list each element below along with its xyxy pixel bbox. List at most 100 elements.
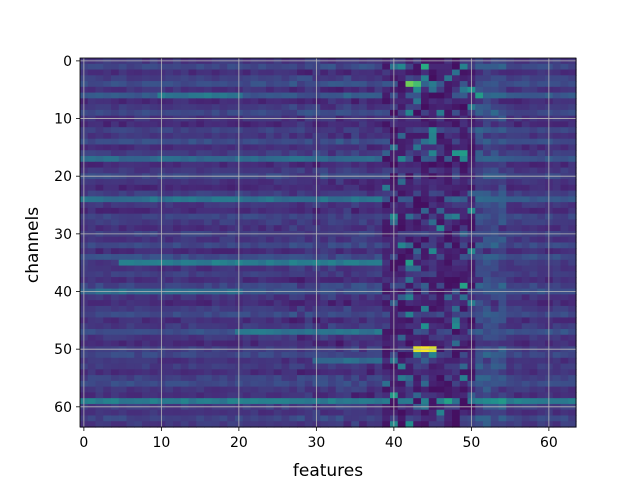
heatmap-cell xyxy=(552,340,562,347)
heatmap-cell xyxy=(111,415,120,422)
heatmap-cell xyxy=(103,81,112,88)
heatmap-cell xyxy=(320,254,329,261)
heatmap-cell xyxy=(475,294,484,301)
heatmap-cell xyxy=(444,156,453,163)
heatmap-cell xyxy=(521,144,531,151)
heatmap-cell xyxy=(134,196,143,203)
heatmap-cell xyxy=(382,398,391,405)
heatmap-cell xyxy=(87,311,97,319)
heatmap-cell xyxy=(537,259,546,267)
heatmap-cell xyxy=(258,236,267,244)
heatmap-cell xyxy=(188,340,197,347)
heatmap-cell xyxy=(514,179,523,186)
heatmap-cell xyxy=(273,92,283,99)
heatmap-cell xyxy=(529,98,538,105)
heatmap-cell xyxy=(258,63,267,71)
heatmap-cell xyxy=(483,352,492,359)
heatmap-cell xyxy=(250,421,259,428)
heatmap-cell xyxy=(490,207,500,215)
heatmap-cell xyxy=(304,207,314,215)
heatmap-cell xyxy=(382,190,391,197)
heatmap-cell xyxy=(552,305,562,313)
heatmap-cell xyxy=(560,328,569,336)
heatmap-cell xyxy=(188,242,197,249)
heatmap-cell xyxy=(421,409,430,417)
heatmap-cell xyxy=(498,81,507,88)
heatmap-cell xyxy=(142,138,151,146)
heatmap-cell xyxy=(436,98,445,105)
heatmap-cell xyxy=(95,202,104,209)
heatmap-cell xyxy=(165,109,174,117)
heatmap-cell xyxy=(304,161,314,169)
heatmap-cell xyxy=(95,104,104,111)
heatmap-cell xyxy=(242,121,252,128)
heatmap-cell xyxy=(227,311,236,319)
heatmap-cell xyxy=(343,138,352,146)
heatmap-cell xyxy=(359,386,368,394)
heatmap-cell xyxy=(483,121,492,128)
heatmap-cell xyxy=(111,340,120,347)
heatmap-cell xyxy=(273,328,283,336)
heatmap-cell xyxy=(351,323,360,330)
heatmap-cell xyxy=(514,225,523,232)
heatmap-cell xyxy=(250,409,259,417)
heatmap-cell xyxy=(444,305,453,313)
heatmap-cell xyxy=(483,398,492,405)
heatmap-cell xyxy=(111,81,120,88)
heatmap-cell xyxy=(397,392,407,399)
heatmap-cell xyxy=(227,156,236,163)
heatmap-cell xyxy=(142,271,151,278)
heatmap-cell xyxy=(242,421,252,428)
heatmap-cell xyxy=(413,300,422,307)
heatmap-cell xyxy=(405,265,414,272)
heatmap-cell xyxy=(149,207,159,215)
heatmap-cell xyxy=(134,334,143,342)
heatmap-cell xyxy=(149,380,159,388)
heatmap-cell xyxy=(444,196,453,203)
heatmap-cell xyxy=(537,409,546,417)
heatmap-cell xyxy=(297,248,306,255)
heatmap-cell xyxy=(149,150,159,157)
heatmap-cell xyxy=(568,190,577,197)
heatmap-cell xyxy=(475,242,484,249)
heatmap-cell xyxy=(95,277,104,284)
heatmap-cell xyxy=(490,236,500,244)
heatmap-cell xyxy=(328,357,337,365)
heatmap-cell xyxy=(188,156,197,163)
heatmap-cell xyxy=(514,328,523,336)
heatmap-cell xyxy=(242,92,252,99)
heatmap-cell xyxy=(359,352,368,359)
heatmap-cell xyxy=(126,421,135,428)
heatmap-cell xyxy=(343,121,352,128)
heatmap-cell xyxy=(111,421,120,428)
heatmap-cell xyxy=(95,98,104,105)
heatmap-cell xyxy=(126,254,135,261)
heatmap-cell xyxy=(444,328,453,336)
heatmap-cell xyxy=(273,317,283,324)
heatmap-cell xyxy=(227,150,236,157)
heatmap-cell xyxy=(188,294,197,301)
heatmap-cell xyxy=(382,305,391,313)
heatmap-cell xyxy=(111,156,120,163)
heatmap-cell xyxy=(459,104,469,111)
heatmap-cell xyxy=(436,375,445,382)
heatmap-cell xyxy=(514,386,523,394)
heatmap-cell xyxy=(188,254,197,261)
heatmap-cell xyxy=(281,340,290,347)
heatmap-cell xyxy=(118,92,128,99)
heatmap-cell xyxy=(475,63,484,71)
heatmap-cell xyxy=(552,63,562,71)
heatmap-cell xyxy=(242,340,252,347)
heatmap-cell xyxy=(475,323,484,330)
heatmap-cell xyxy=(552,352,562,359)
heatmap-cell xyxy=(328,150,337,157)
heatmap-cell xyxy=(304,63,314,71)
heatmap-cell xyxy=(498,415,507,422)
heatmap-cell xyxy=(514,121,523,128)
heatmap-cell xyxy=(289,248,298,255)
heatmap-cell xyxy=(382,109,391,117)
heatmap-cell xyxy=(165,132,174,140)
heatmap-cell xyxy=(498,98,507,105)
heatmap-cell xyxy=(118,167,128,174)
heatmap-cell xyxy=(173,254,182,261)
